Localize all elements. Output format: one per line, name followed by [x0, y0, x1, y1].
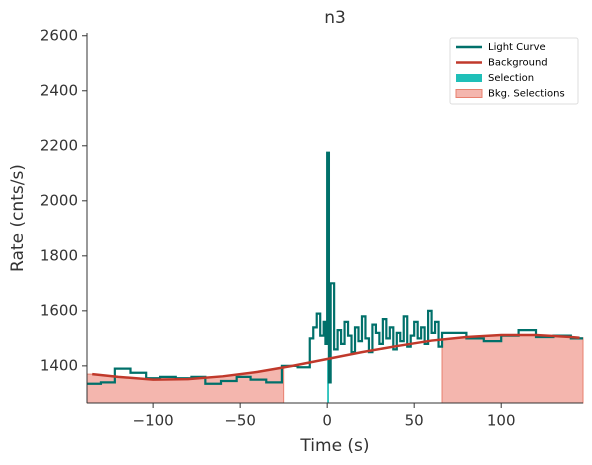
- chart-title: n3: [324, 8, 346, 28]
- y-tick-label: 1400: [40, 356, 78, 374]
- y-tick-label: 1800: [40, 246, 78, 264]
- legend-box: [449, 37, 579, 105]
- y-tick-label: 2600: [40, 26, 78, 44]
- x-tick-label: 50: [405, 412, 424, 430]
- y-axis-label: Rate (cnts/s): [8, 164, 28, 272]
- light-curve: [87, 151, 583, 385]
- x-tick-label: −100: [133, 412, 174, 430]
- y-tick-label: 2000: [40, 191, 78, 209]
- y-tick-label: 2400: [40, 81, 78, 99]
- x-tick-label: −50: [224, 412, 256, 430]
- legend-swatch: [456, 74, 482, 82]
- legend-label: Bkg. Selections: [488, 89, 565, 100]
- legend-label: Selection: [488, 73, 534, 84]
- x-tick-label: 100: [487, 412, 516, 430]
- y-tick-label: 1600: [40, 301, 78, 319]
- legend-label: Light Curve: [488, 42, 546, 53]
- x-axis-label: Time (s): [299, 436, 369, 456]
- bkg-selection: [441, 334, 584, 404]
- background-line: [92, 333, 580, 381]
- x-tick-label: 0: [322, 412, 332, 430]
- y-tick-label: 2200: [40, 136, 78, 154]
- legend-label: Background: [488, 58, 548, 69]
- legend-swatch: [455, 89, 483, 98]
